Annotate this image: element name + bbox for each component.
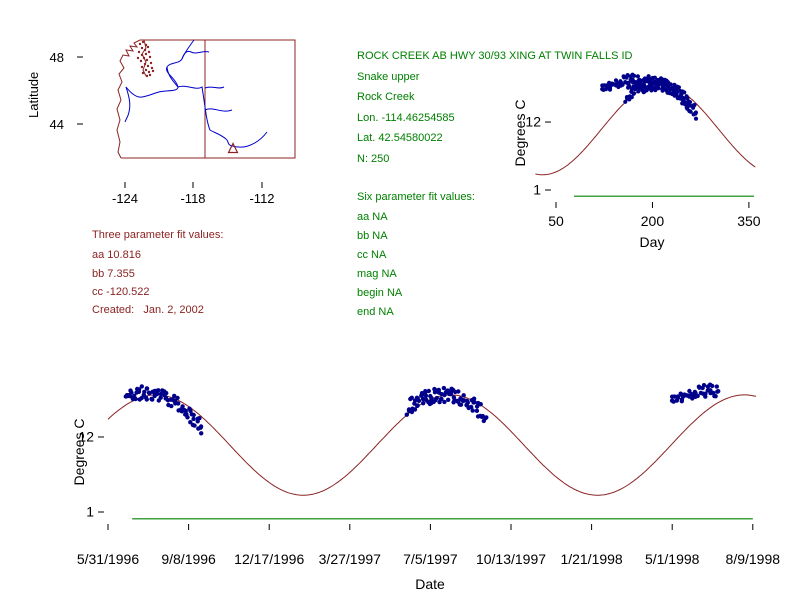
six-param-cc: cc NA [357,249,387,261]
site-marker-triangle [227,142,239,154]
coastline [116,39,141,159]
svg-text:1/21/1998: 1/21/1998 [560,551,622,567]
station-stream: Rock Creek [357,91,415,103]
scatter-points [123,382,721,436]
three-param-bb: bb 7.355 [92,268,135,280]
sinusoid-fit-curve [535,83,756,176]
three-param-aa: aa 10.816 [92,249,141,261]
map-ytick-44: 44 [49,117,64,132]
seasonal-fit-chart: 50 200 350 1 12 Day Degrees C [512,72,761,250]
map-ylabel: Latitude [26,71,41,118]
willamette-river [124,86,131,123]
x-axis-tick-labels: 50 200 350 [548,213,761,229]
station-basin: Snake upper [357,71,420,83]
six-param-begin: begin NA [357,287,403,299]
svg-text:10/13/1997: 10/13/1997 [476,551,546,567]
six-param-heading: Six parameter fit values: [357,191,475,203]
timeseries-chart-svg-xlabel: Date [415,576,445,592]
station-n-count: N: 250 [357,153,390,165]
station-latitude: Lat. 42.54580022 [357,132,443,144]
timeseries-chart-svg-ylabel: Degrees C [71,419,87,486]
sinusoid-fit-curve [107,394,757,496]
map-xtick--118: -118 [180,191,206,206]
map-ytick-48: 48 [49,50,64,65]
y-axis-ticks [545,121,551,191]
svg-text:350: 350 [737,213,761,229]
svg-text:7/5/1997: 7/5/1997 [403,551,458,567]
seasonal-chart-svg-ylabel: Degrees C [512,100,528,167]
svg-text:1: 1 [86,504,94,520]
station-longitude: Lon. -114.46254585 [357,112,455,124]
svg-text:12: 12 [78,428,94,444]
x-axis-ticks [555,202,750,208]
spokane-river [181,50,210,60]
svg-text:5/1/1998: 5/1/1998 [645,551,700,567]
outer-border [121,39,296,159]
svg-text:12: 12 [525,114,541,130]
station-title: ROCK CREEK AB HWY 30/93 XING AT TWIN FAL… [357,50,633,62]
map-xtick--124: -124 [111,191,139,206]
svg-text:50: 50 [548,213,564,229]
timeseries-chart: 5/31/1996 9/8/1996 12/17/1996 3/27/1997 7/5/… [71,382,780,592]
site-location-map [77,39,296,188]
x-axis-tick-labels: 5/31/1996 9/8/1996 12/17/1996 3/27/1997 7/5/… [77,551,780,567]
state-borders [116,39,296,159]
y-axis-ticks [98,436,104,513]
svg-text:12/17/1996: 12/17/1996 [234,551,304,567]
y-axis-tick-labels: 1 12 [78,428,94,519]
svg-text:5/31/1996: 5/31/1996 [77,551,139,567]
seasonal-chart-svg-xlabel: Day [640,234,665,250]
three-param-heading: Three parameter fit values: [92,229,224,241]
created-date: Created: Jan. 2, 2002 [92,304,204,316]
salmon-river [204,108,233,112]
six-param-mag: mag NA [357,268,397,280]
map-axis-ticks [77,56,263,188]
svg-text:1: 1 [533,182,541,198]
svg-text:8/9/1998: 8/9/1998 [726,551,781,567]
three-param-cc: cc -120.522 [92,286,150,298]
map-xtick--112: -112 [249,191,275,206]
rivers [124,39,268,148]
y-axis-tick-labels: 1 12 [525,114,541,198]
x-axis-ticks [107,524,754,530]
svg-text:3/27/1997: 3/27/1997 [319,551,381,567]
six-param-aa: aa NA [357,211,388,223]
svg-text:9/8/1996: 9/8/1996 [161,551,216,567]
yakima-river [166,66,179,88]
six-param-end: end NA [357,306,394,318]
columbia-river [125,39,195,98]
svg-text:200: 200 [641,213,665,229]
clearwater-river [204,86,225,89]
snake-river [177,85,268,148]
six-param-bb: bb NA [357,230,388,242]
scatter-points [600,72,699,121]
station-cluster-dots [136,40,155,78]
